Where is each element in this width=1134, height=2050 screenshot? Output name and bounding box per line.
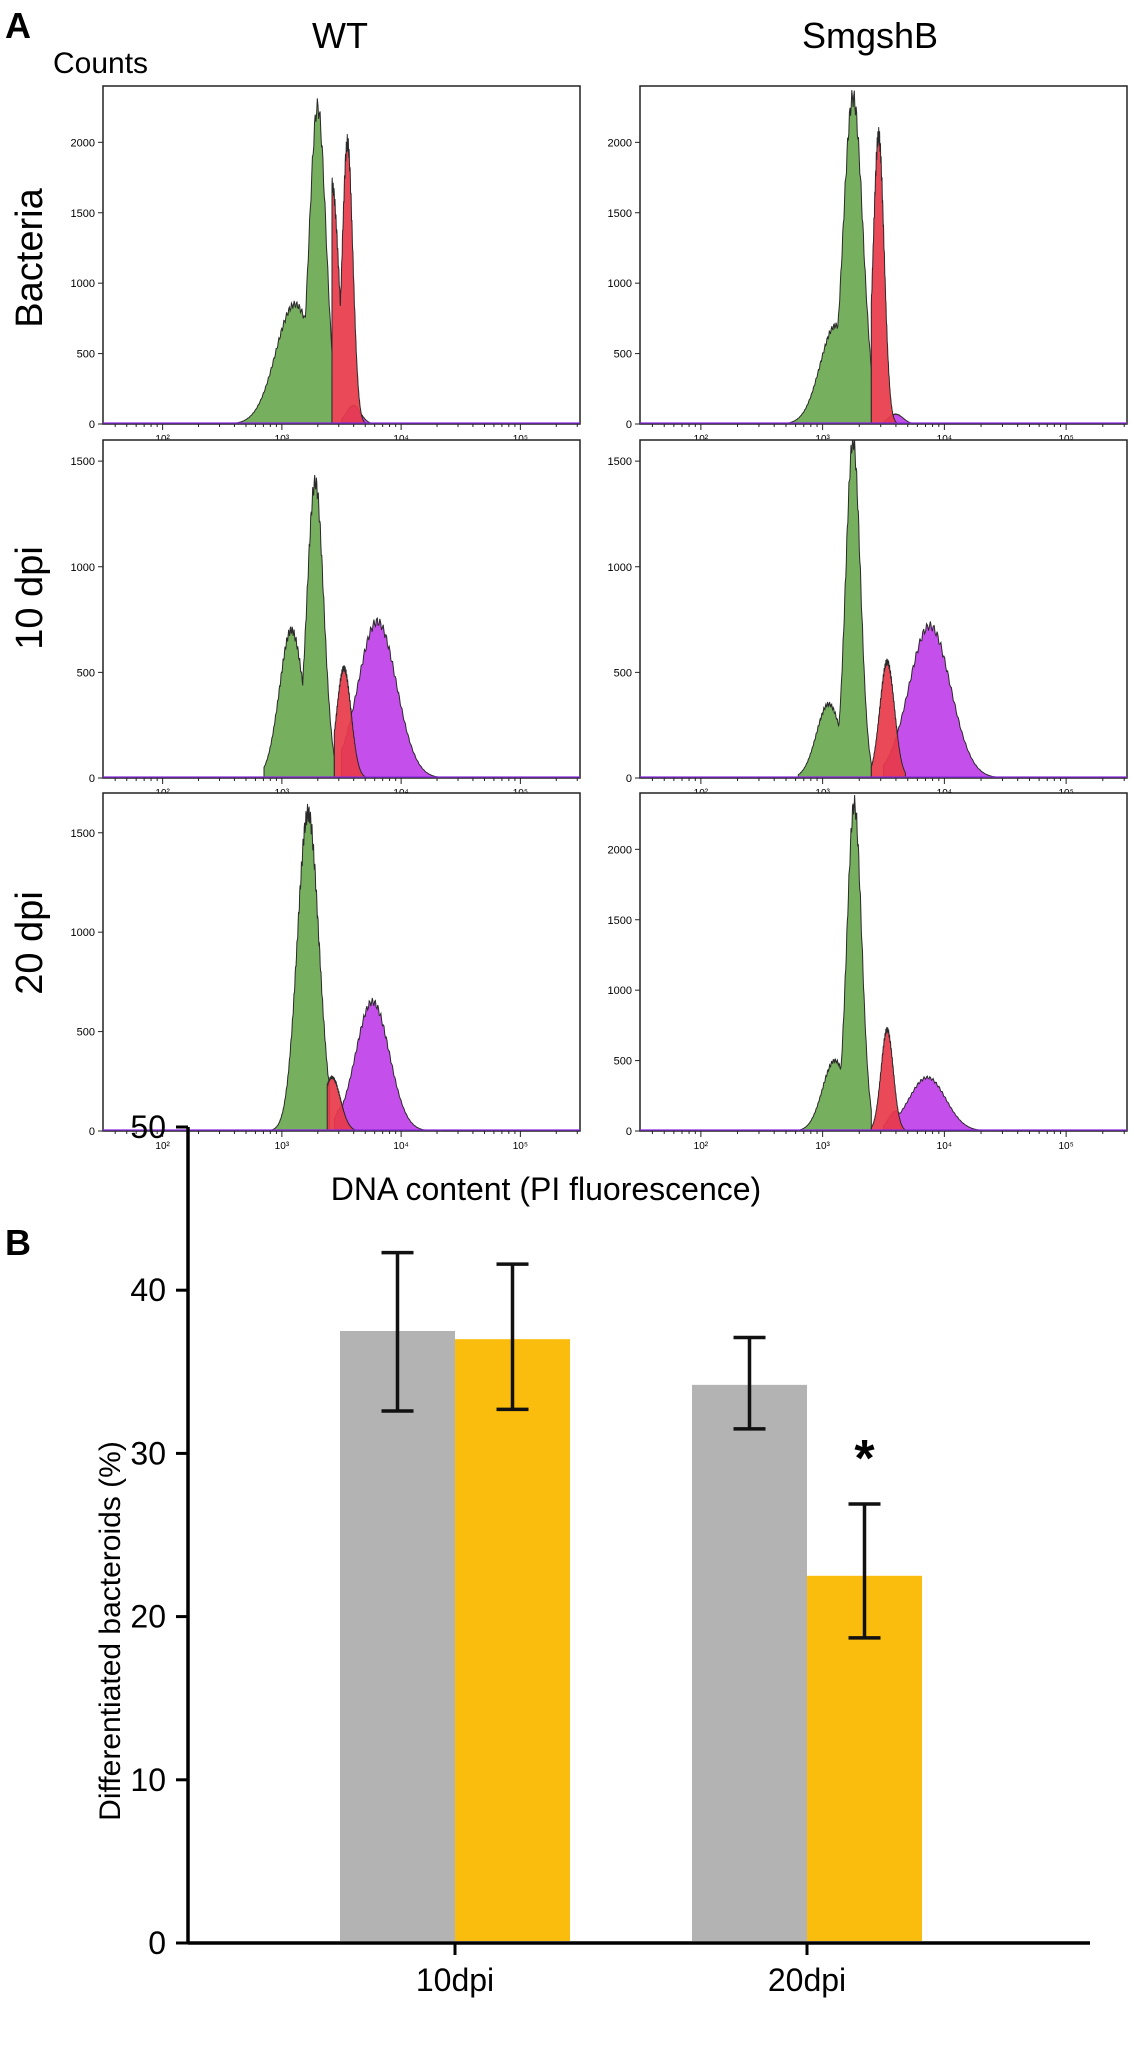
green-population-area [785,90,872,425]
x-axis-label-dna: DNA content (PI fluorescence) [331,1171,761,1207]
y-tick-label: 10 [130,1762,166,1798]
x-tick-label: 10⁵ [513,1141,528,1152]
y-tick-label: 1000 [608,985,632,997]
x-tick-label: 10⁴ [393,1141,408,1152]
x-tick-label: 10dpi [416,1962,494,1998]
histogram-panel: 0 500 1000 1500 2000 10² 10³ 10⁴ 10⁵ [608,792,1128,1152]
y-tick-label: 500 [614,349,632,361]
y-tick-label: 500 [77,667,95,679]
bar-wt-10dpi [340,1331,455,1941]
green-population-area [797,794,872,1132]
histogram-frame [102,792,581,1132]
panel-a-label: A [5,5,31,46]
red-population-area [870,1026,906,1132]
y-tick-label: 1000 [71,927,95,939]
green-population-area [233,98,333,425]
y-tick-label: 0 [626,419,632,431]
row-label-10dpi: 10 dpi [9,546,51,650]
green-population-area [263,474,335,779]
green-population-area [797,439,872,779]
y-tick-label: 20 [130,1599,166,1635]
y-tick-label: 1000 [71,278,95,290]
y-tick-label: 0 [626,773,632,785]
red-population-area [331,134,369,425]
y-tick-label: 1000 [608,278,632,290]
x-tick-label: 10³ [815,1141,830,1152]
red-population-area [333,665,366,779]
y-tick-label: 500 [614,1056,632,1068]
significance-asterisk: * [854,1430,875,1488]
x-tick-label: 10² [155,1141,170,1152]
y-tick-label: 500 [77,1027,95,1039]
green-population-area [271,803,331,1132]
column-label-smgshb: SmgshB [802,15,938,56]
y-tick-label: 2000 [608,137,632,149]
y-tick-label: 0 [89,773,95,785]
bar-wt-20dpi [692,1384,807,1941]
y-tick-label: 1500 [608,456,632,468]
y-tick-label: 1500 [608,208,632,220]
row-label-20dpi: 20 dpi [9,891,51,995]
y-tick-label: 1000 [71,562,95,574]
panel-b-label: B [5,1222,31,1263]
column-label-wt: WT [312,15,368,56]
histogram-panel: 0 500 1000 1500 10² 10³ 10⁴ 10⁵ [71,792,581,1152]
y-tick-label: 0 [626,1126,632,1138]
y-tick-label: 500 [614,667,632,679]
x-tick-label: 20dpi [768,1962,846,1998]
y-tick-label: 30 [130,1435,166,1471]
counts-label: Counts [53,47,148,80]
bar-smgshb-10dpi [455,1339,570,1941]
x-tick-label: 10³ [275,1141,290,1152]
y-tick-label: 1500 [71,208,95,220]
y-tick-label: 0 [89,419,95,431]
y-tick-label: 1000 [608,562,632,574]
y-tick-label: 1500 [71,456,95,468]
histogram-grid: 050010001500200010²10³10⁴10⁵050010001500… [71,85,1128,1152]
y-tick-label: 50 [130,1109,166,1145]
y-tick-label: 0 [148,1925,166,1961]
bar-chart: 0 10 20 30 40 50 10dpi 20dpi * [130,1109,1090,1998]
y-tick-label: 500 [77,349,95,361]
y-tick-label: 2000 [71,137,95,149]
y-tick-label: 1500 [608,915,632,927]
bar-y-axis-label: Differentiated bacteroids (%) [94,1441,127,1821]
x-tick-label: 10⁵ [1058,1141,1073,1152]
x-tick-label: 10⁴ [937,1141,952,1152]
y-tick-label: 40 [130,1272,166,1308]
y-tick-label: 2000 [608,844,632,856]
y-tick-label: 0 [89,1126,95,1138]
y-tick-label: 1500 [71,828,95,840]
row-label-bacteria: Bacteria [9,187,51,327]
x-tick-label: 10² [694,1141,709,1152]
red-population-area [870,658,906,779]
